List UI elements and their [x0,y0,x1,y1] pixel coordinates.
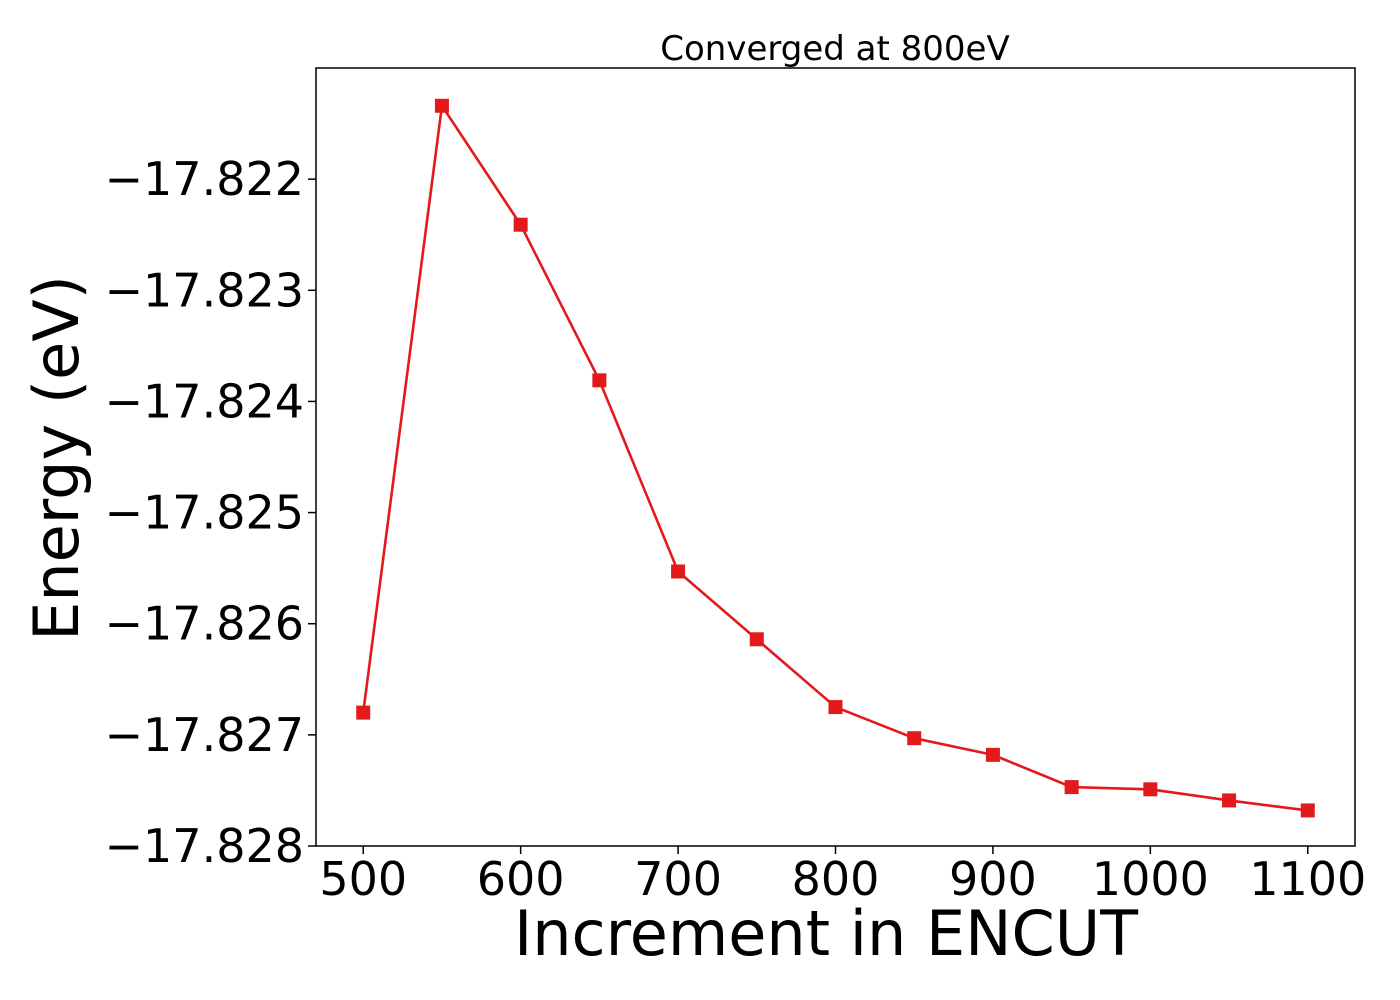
chart-title: Converged at 800eV [660,29,1009,69]
y-tick-label: −17.825 [105,486,305,540]
x-tick-label: 800 [792,852,880,906]
y-tick-label: −17.828 [105,819,305,873]
data-point-marker [1064,780,1079,795]
x-tick-label: 1000 [1092,852,1209,906]
y-axis-ticks: −17.822 −17.823 −17.824 −17.825 −17.826 −17.8… [105,152,316,873]
data-point-marker [434,98,449,113]
data-point-marker [513,217,528,232]
y-tick-label: −17.827 [105,708,305,762]
x-tick-label: 600 [477,852,565,906]
data-series [356,98,1315,818]
y-tick-label: −17.826 [105,597,305,651]
x-tick-label: 500 [319,852,407,906]
data-point-marker [749,632,764,647]
data-point-marker [828,700,843,715]
y-tick-label: −17.824 [105,374,305,428]
data-point-marker [356,705,371,720]
data-point-marker [907,731,922,746]
y-tick-label: −17.822 [105,152,305,206]
data-point-marker [592,373,607,388]
data-point-marker [671,564,686,579]
x-axis-label: Increment in ENCUT [514,897,1139,970]
data-point-marker [1300,803,1315,818]
x-tick-label: 900 [949,852,1037,906]
data-point-marker [1222,793,1237,808]
x-axis-ticks: 500 600 700 800 900 1000 1100 [319,846,1366,906]
data-point-marker [1143,782,1158,797]
x-tick-label: 1100 [1249,852,1366,906]
x-tick-label: 700 [634,852,722,906]
y-axis-label: Energy (eV) [20,275,93,641]
data-point-marker [985,747,1000,762]
y-tick-label: −17.823 [105,263,305,317]
